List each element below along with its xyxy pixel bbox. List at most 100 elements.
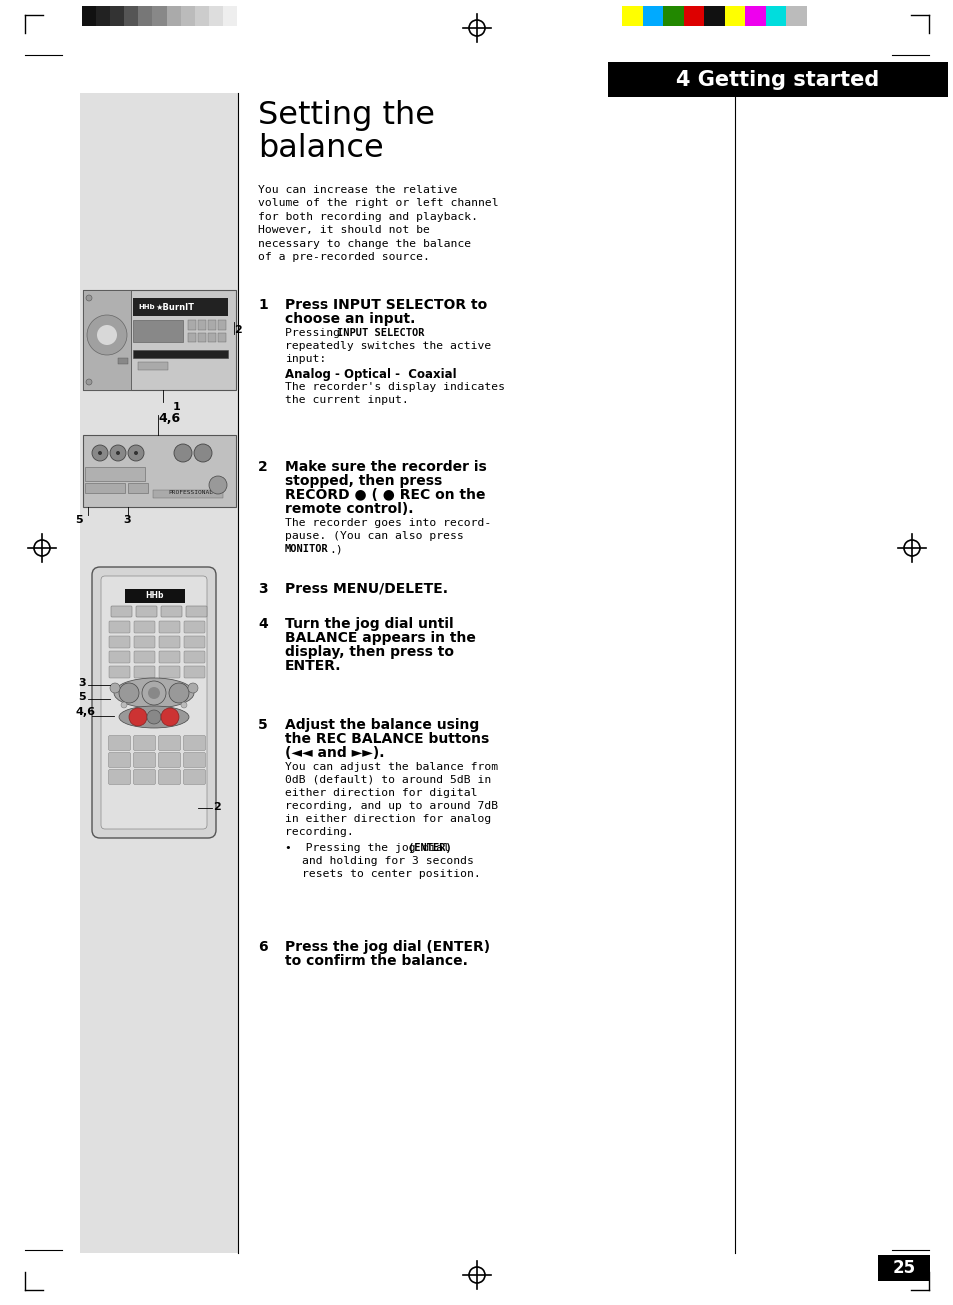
Bar xyxy=(124,7,138,26)
Text: volume of the right or left channel: volume of the right or left channel xyxy=(257,198,498,209)
Bar xyxy=(198,333,206,342)
FancyBboxPatch shape xyxy=(133,753,155,767)
Bar xyxy=(83,290,235,390)
Text: 1: 1 xyxy=(257,298,268,312)
Bar xyxy=(128,483,148,493)
Circle shape xyxy=(133,452,138,455)
FancyBboxPatch shape xyxy=(109,770,131,784)
FancyBboxPatch shape xyxy=(184,666,205,679)
Text: 4,6: 4,6 xyxy=(158,412,180,425)
Text: Press INPUT SELECTOR to: Press INPUT SELECTOR to xyxy=(285,298,487,312)
FancyBboxPatch shape xyxy=(186,606,207,617)
FancyBboxPatch shape xyxy=(109,636,130,649)
Text: 5: 5 xyxy=(75,515,83,525)
Text: Analog - Optical -  Coaxial: Analog - Optical - Coaxial xyxy=(285,368,456,381)
FancyBboxPatch shape xyxy=(109,753,131,767)
Bar xyxy=(80,93,237,1253)
Bar xyxy=(703,7,724,26)
FancyBboxPatch shape xyxy=(91,566,215,838)
Text: HHb: HHb xyxy=(146,591,164,600)
Text: the REC BALANCE buttons: the REC BALANCE buttons xyxy=(285,732,489,746)
Bar xyxy=(188,320,195,330)
Text: 3: 3 xyxy=(123,515,131,525)
FancyBboxPatch shape xyxy=(133,736,155,750)
Text: The recorder goes into record-: The recorder goes into record- xyxy=(285,518,491,529)
Circle shape xyxy=(142,681,166,705)
Circle shape xyxy=(128,445,144,461)
Text: 3: 3 xyxy=(78,679,86,688)
Bar xyxy=(194,7,209,26)
FancyBboxPatch shape xyxy=(184,651,205,663)
Bar xyxy=(85,467,145,482)
Text: You can adjust the balance from: You can adjust the balance from xyxy=(285,762,497,773)
Bar xyxy=(167,7,180,26)
Circle shape xyxy=(110,445,126,461)
Text: Turn the jog dial until: Turn the jog dial until xyxy=(285,617,453,632)
FancyBboxPatch shape xyxy=(109,736,131,750)
Text: necessary to change the balance: necessary to change the balance xyxy=(257,239,471,249)
Text: Press the jog dial (ENTER): Press the jog dial (ENTER) xyxy=(285,940,490,954)
Bar xyxy=(96,7,110,26)
Circle shape xyxy=(169,683,189,703)
Text: stopped, then press: stopped, then press xyxy=(285,474,442,488)
Circle shape xyxy=(91,445,108,461)
Bar xyxy=(208,320,215,330)
FancyBboxPatch shape xyxy=(133,651,154,663)
Bar xyxy=(198,320,206,330)
Text: the current input.: the current input. xyxy=(285,395,408,405)
Text: 3: 3 xyxy=(257,582,268,596)
FancyBboxPatch shape xyxy=(133,666,154,679)
Bar xyxy=(785,7,806,26)
Bar xyxy=(132,320,183,342)
Text: 2: 2 xyxy=(257,459,268,474)
Bar xyxy=(662,7,683,26)
FancyBboxPatch shape xyxy=(158,736,180,750)
FancyBboxPatch shape xyxy=(159,621,180,633)
Text: Make sure the recorder is: Make sure the recorder is xyxy=(285,459,486,474)
Text: Adjust the balance using: Adjust the balance using xyxy=(285,718,478,732)
FancyBboxPatch shape xyxy=(111,606,132,617)
Text: 4: 4 xyxy=(257,617,268,632)
Bar xyxy=(642,7,662,26)
Bar xyxy=(621,7,642,26)
Text: .): .) xyxy=(329,544,342,555)
Text: resets to center position.: resets to center position. xyxy=(302,869,480,880)
Circle shape xyxy=(86,295,91,301)
Ellipse shape xyxy=(113,679,193,709)
Text: Pressing: Pressing xyxy=(285,328,347,338)
Text: However, it should not be: However, it should not be xyxy=(257,226,430,235)
Text: 25: 25 xyxy=(891,1259,915,1278)
FancyBboxPatch shape xyxy=(184,621,205,633)
Bar xyxy=(118,358,128,364)
Text: input:: input: xyxy=(285,354,326,364)
FancyBboxPatch shape xyxy=(159,636,180,649)
FancyBboxPatch shape xyxy=(158,753,180,767)
Text: for both recording and playback.: for both recording and playback. xyxy=(257,211,477,222)
Bar xyxy=(188,333,195,342)
Circle shape xyxy=(147,710,161,724)
Ellipse shape xyxy=(119,706,189,728)
Circle shape xyxy=(97,325,117,345)
FancyBboxPatch shape xyxy=(183,736,205,750)
Circle shape xyxy=(121,702,127,709)
Text: INPUT SELECTOR: INPUT SELECTOR xyxy=(336,328,424,338)
Text: BALANCE appears in the: BALANCE appears in the xyxy=(285,632,476,645)
Circle shape xyxy=(173,444,192,462)
Text: MONITOR: MONITOR xyxy=(285,544,329,555)
Bar xyxy=(125,589,185,603)
FancyBboxPatch shape xyxy=(109,651,130,663)
FancyBboxPatch shape xyxy=(101,576,207,829)
Text: repeatedly switches the active: repeatedly switches the active xyxy=(285,341,491,351)
Text: •  Pressing the jog dial: • Pressing the jog dial xyxy=(285,843,456,853)
FancyBboxPatch shape xyxy=(161,606,182,617)
Bar xyxy=(152,7,167,26)
Text: in either direction for analog: in either direction for analog xyxy=(285,814,491,823)
Bar xyxy=(132,350,228,358)
Text: The recorder's display indicates: The recorder's display indicates xyxy=(285,382,504,391)
Bar xyxy=(877,1255,929,1282)
Circle shape xyxy=(148,686,160,699)
Bar xyxy=(138,7,152,26)
Text: 4,6: 4,6 xyxy=(76,707,96,716)
FancyBboxPatch shape xyxy=(109,621,130,633)
Text: 4 Getting started: 4 Getting started xyxy=(676,69,879,90)
